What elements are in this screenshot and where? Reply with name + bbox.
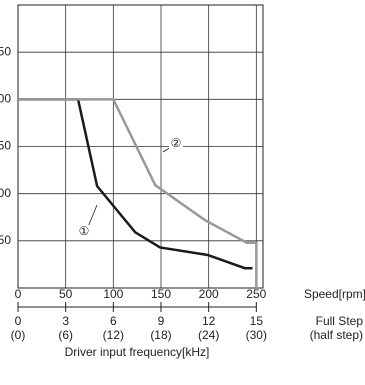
legend-label: ②	[171, 136, 182, 150]
x-tick-label: 250	[246, 287, 266, 301]
x2-tick-label: 15	[250, 314, 264, 328]
y-tick-label: 50	[0, 139, 11, 153]
x-tick-label: 200	[199, 287, 219, 301]
x2-tick-label: 12	[202, 314, 216, 328]
x3-tick-label: (30)	[246, 328, 267, 342]
callout-bg	[77, 225, 91, 239]
y-tick-label: 50	[0, 233, 11, 247]
x-axis-label: Speed[rpm]	[304, 287, 365, 301]
x3-tick-label: (6)	[58, 328, 73, 342]
y-tick-label: 50	[0, 44, 11, 58]
x2-tick-label: 0	[15, 314, 22, 328]
x3-tick-label: (12)	[103, 328, 124, 342]
x3-axis-label: (half step)	[310, 328, 363, 342]
y-tick-label: 00	[0, 92, 11, 106]
series-line	[18, 98, 253, 270]
freq-axis-label: Driver input frequency[kHz]	[65, 345, 210, 359]
x3-tick-label: (18)	[150, 328, 171, 342]
callout-bg	[169, 137, 183, 151]
x-tick-label: 100	[103, 287, 123, 301]
x2-axis-label: Full Step	[316, 314, 364, 328]
x3-tick-label: (24)	[198, 328, 219, 342]
x-tick-label: 0	[15, 287, 22, 301]
legend-label: ①	[79, 224, 90, 238]
x2-tick-label: 6	[110, 314, 117, 328]
x3-tick-label: (0)	[11, 328, 26, 342]
callout-leader	[87, 204, 98, 228]
x2-tick-label: 3	[62, 314, 69, 328]
x2-tick-label: 9	[158, 314, 165, 328]
y-tick-label: 00	[0, 186, 11, 200]
series-line	[18, 98, 258, 288]
x-tick-label: 150	[151, 287, 171, 301]
x-tick-label: 50	[59, 287, 73, 301]
